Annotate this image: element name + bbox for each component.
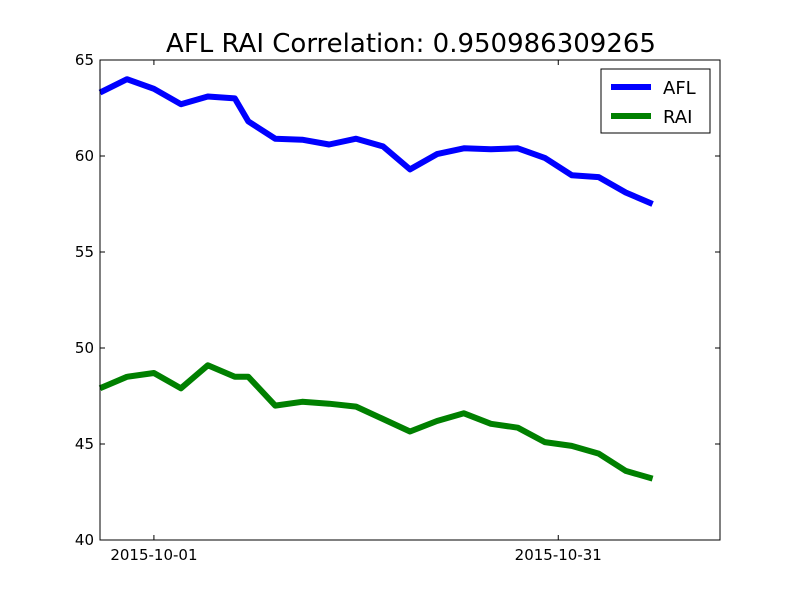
y-tick-label: 55 bbox=[75, 243, 94, 261]
chart-title: AFL RAI Correlation: 0.950986309265 bbox=[166, 29, 656, 59]
series-line-rai bbox=[100, 365, 653, 478]
y-tick-label: 60 bbox=[75, 147, 94, 165]
series-line-afl bbox=[100, 79, 653, 204]
y-tick-label: 65 bbox=[75, 51, 94, 69]
plot-area bbox=[100, 79, 653, 478]
legend: AFL RAI bbox=[601, 69, 710, 133]
x-tick-label: 2015-10-01 bbox=[110, 546, 197, 564]
x-tick-label: 2015-10-31 bbox=[515, 546, 602, 564]
y-tick-label: 40 bbox=[75, 531, 94, 549]
legend-label-afl: AFL bbox=[663, 78, 696, 99]
y-tick-label: 45 bbox=[75, 435, 94, 453]
y-tick-label: 50 bbox=[75, 339, 94, 357]
legend-label-rai: RAI bbox=[663, 107, 692, 128]
